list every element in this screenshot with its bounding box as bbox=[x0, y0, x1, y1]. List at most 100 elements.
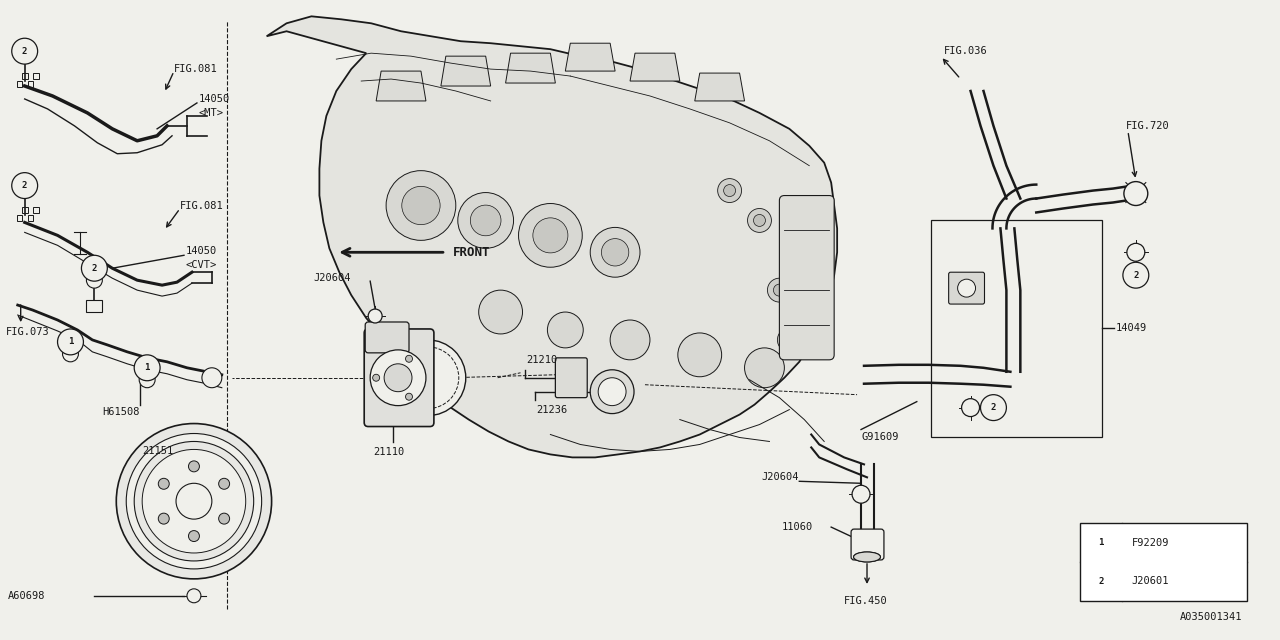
FancyBboxPatch shape bbox=[365, 322, 410, 353]
Text: FIG.036: FIG.036 bbox=[943, 46, 987, 56]
Text: A035001341: A035001341 bbox=[1180, 612, 1243, 621]
Text: 1: 1 bbox=[68, 337, 73, 346]
FancyBboxPatch shape bbox=[948, 272, 984, 304]
FancyBboxPatch shape bbox=[780, 196, 835, 360]
Circle shape bbox=[777, 328, 801, 352]
Text: G91609: G91609 bbox=[861, 433, 899, 442]
Polygon shape bbox=[376, 71, 426, 101]
Text: FIG.081: FIG.081 bbox=[174, 64, 218, 74]
Text: FIG.081: FIG.081 bbox=[180, 202, 224, 211]
Circle shape bbox=[142, 449, 246, 553]
Circle shape bbox=[479, 290, 522, 334]
Bar bbox=[22, 73, 28, 79]
Circle shape bbox=[611, 320, 650, 360]
Circle shape bbox=[980, 395, 1006, 420]
Text: H61508: H61508 bbox=[102, 406, 140, 417]
Circle shape bbox=[12, 173, 37, 198]
Circle shape bbox=[406, 355, 412, 362]
Circle shape bbox=[1089, 531, 1112, 554]
Polygon shape bbox=[695, 73, 745, 101]
Circle shape bbox=[723, 184, 736, 196]
Text: J20604: J20604 bbox=[762, 472, 799, 483]
Polygon shape bbox=[506, 53, 556, 83]
Polygon shape bbox=[630, 53, 680, 81]
Text: 1: 1 bbox=[1098, 538, 1103, 547]
Circle shape bbox=[369, 309, 383, 323]
Circle shape bbox=[116, 424, 271, 579]
Circle shape bbox=[602, 239, 628, 266]
Text: 14049: 14049 bbox=[1116, 323, 1147, 333]
Circle shape bbox=[202, 368, 221, 388]
Circle shape bbox=[598, 378, 626, 406]
Text: 1: 1 bbox=[145, 364, 150, 372]
Text: <CVT>: <CVT> bbox=[186, 260, 218, 270]
Circle shape bbox=[159, 478, 169, 489]
Text: 21110: 21110 bbox=[374, 447, 404, 458]
Text: FIG.073: FIG.073 bbox=[6, 327, 50, 337]
Text: J20604: J20604 bbox=[314, 273, 351, 283]
Text: 11060: 11060 bbox=[781, 522, 813, 532]
Text: J20601: J20601 bbox=[1132, 577, 1170, 586]
Text: 2: 2 bbox=[1133, 271, 1138, 280]
Circle shape bbox=[63, 346, 78, 362]
Circle shape bbox=[590, 370, 634, 413]
Circle shape bbox=[188, 531, 200, 541]
Bar bbox=[28, 81, 33, 87]
Circle shape bbox=[804, 254, 815, 266]
Circle shape bbox=[768, 278, 791, 302]
Text: 14050: 14050 bbox=[198, 94, 230, 104]
Text: 2: 2 bbox=[22, 47, 27, 56]
Text: FIG.450: FIG.450 bbox=[844, 596, 888, 606]
FancyBboxPatch shape bbox=[851, 529, 884, 560]
Bar bbox=[17, 216, 22, 221]
Text: 2: 2 bbox=[1098, 577, 1103, 586]
Circle shape bbox=[127, 433, 261, 569]
Circle shape bbox=[745, 348, 785, 388]
Circle shape bbox=[134, 442, 253, 561]
Polygon shape bbox=[266, 17, 837, 458]
FancyBboxPatch shape bbox=[365, 329, 434, 426]
Bar bbox=[33, 207, 38, 214]
Circle shape bbox=[390, 340, 466, 415]
Circle shape bbox=[397, 347, 458, 408]
Text: 21236: 21236 bbox=[536, 404, 568, 415]
Circle shape bbox=[372, 374, 380, 381]
Circle shape bbox=[1123, 262, 1148, 288]
Bar bbox=[1080, 523, 1247, 601]
Circle shape bbox=[957, 279, 975, 297]
FancyBboxPatch shape bbox=[556, 358, 588, 397]
Circle shape bbox=[140, 372, 155, 388]
Text: 14050: 14050 bbox=[186, 246, 218, 256]
Text: 2: 2 bbox=[22, 181, 27, 190]
Polygon shape bbox=[440, 56, 490, 86]
Circle shape bbox=[678, 333, 722, 377]
Text: 21151: 21151 bbox=[142, 447, 173, 456]
Bar bbox=[87, 300, 102, 312]
Circle shape bbox=[384, 364, 412, 392]
Bar bbox=[22, 207, 28, 214]
Circle shape bbox=[87, 272, 102, 288]
Ellipse shape bbox=[854, 552, 881, 562]
Circle shape bbox=[748, 209, 772, 232]
Circle shape bbox=[458, 193, 513, 248]
Text: FRONT: FRONT bbox=[453, 246, 490, 259]
Circle shape bbox=[370, 350, 426, 406]
Circle shape bbox=[12, 38, 37, 64]
Circle shape bbox=[1089, 570, 1112, 593]
Circle shape bbox=[797, 248, 822, 272]
Circle shape bbox=[387, 171, 456, 241]
Circle shape bbox=[718, 179, 741, 202]
Text: 2: 2 bbox=[92, 264, 97, 273]
Text: FIG.720: FIG.720 bbox=[1126, 121, 1170, 131]
Text: 2: 2 bbox=[991, 403, 996, 412]
Circle shape bbox=[783, 334, 795, 346]
Circle shape bbox=[134, 355, 160, 381]
Circle shape bbox=[58, 329, 83, 355]
Bar bbox=[931, 220, 1102, 438]
Text: <MT>: <MT> bbox=[198, 108, 224, 118]
Circle shape bbox=[1124, 182, 1148, 205]
Bar bbox=[33, 73, 38, 79]
Circle shape bbox=[402, 186, 440, 225]
Circle shape bbox=[159, 513, 169, 524]
Circle shape bbox=[961, 399, 979, 417]
